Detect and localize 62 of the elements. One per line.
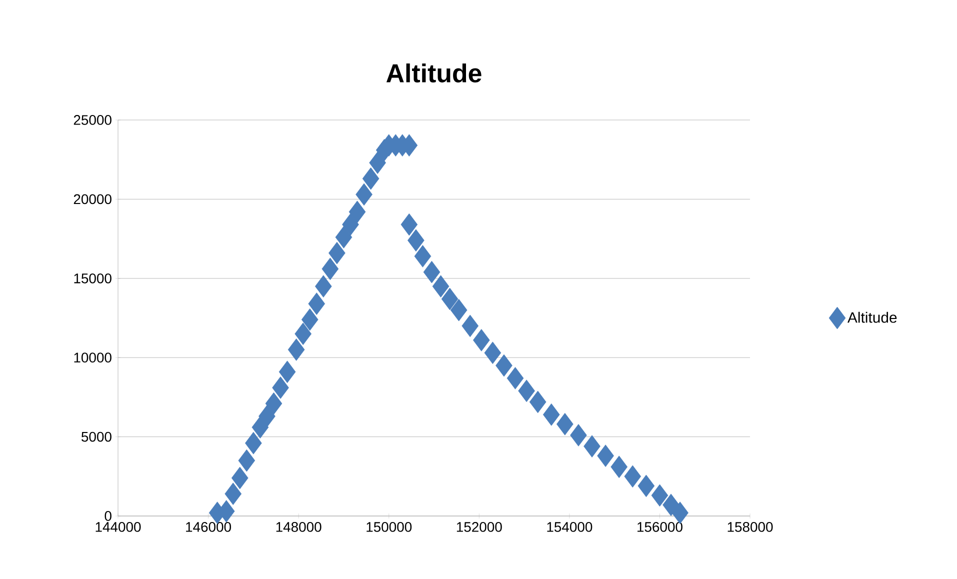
point <box>322 258 339 280</box>
point <box>472 329 490 352</box>
point <box>542 403 560 426</box>
point <box>231 466 248 490</box>
point <box>556 412 574 436</box>
x-tick-label: 148000 <box>276 522 322 532</box>
point <box>369 152 386 174</box>
point <box>342 213 359 236</box>
x-tick-label: 144000 <box>96 522 141 532</box>
point <box>414 245 432 268</box>
x-tick-label: 154000 <box>547 522 592 532</box>
point <box>662 494 680 516</box>
y-tick-label: 20000 <box>74 194 112 204</box>
point <box>272 376 289 399</box>
point <box>245 432 262 454</box>
point <box>651 484 668 507</box>
point <box>308 292 326 315</box>
point <box>408 229 424 252</box>
point <box>335 226 352 248</box>
point <box>362 167 380 190</box>
point <box>294 322 312 345</box>
point <box>597 444 614 467</box>
point <box>314 275 332 298</box>
point <box>624 465 642 488</box>
point <box>278 360 296 384</box>
point <box>584 435 600 458</box>
point <box>238 449 256 472</box>
point <box>496 354 512 377</box>
point <box>328 242 346 264</box>
x-tick-label: 156000 <box>638 522 682 532</box>
x-tick-label: 152000 <box>456 522 502 532</box>
point <box>610 456 628 478</box>
point <box>265 392 282 415</box>
x-tick-label: 146000 <box>186 522 232 532</box>
point <box>400 213 418 236</box>
point <box>423 260 440 284</box>
point <box>258 405 276 428</box>
y-tick-label: 5000 <box>82 432 112 442</box>
y-tick-label: 10000 <box>74 352 112 363</box>
point <box>432 275 450 298</box>
point <box>441 288 458 310</box>
point <box>462 314 479 338</box>
point <box>224 482 242 505</box>
point <box>484 342 502 364</box>
point <box>570 424 587 446</box>
point <box>638 474 655 498</box>
point <box>288 338 305 361</box>
point <box>506 367 524 390</box>
legend-label: Altitude <box>847 312 897 323</box>
y-tick-label: 25000 <box>74 115 112 125</box>
point <box>529 390 546 414</box>
point <box>518 380 535 402</box>
y-tick-label: 0 <box>104 511 112 521</box>
point <box>356 183 372 206</box>
point <box>301 308 318 331</box>
chart-title: Altitude <box>386 63 482 82</box>
point <box>348 200 366 224</box>
point <box>450 298 468 322</box>
x-tick-label: 150000 <box>366 522 412 532</box>
y-tick-label: 15000 <box>74 273 112 284</box>
point <box>672 502 688 524</box>
x-tick-label: 158000 <box>728 522 773 532</box>
